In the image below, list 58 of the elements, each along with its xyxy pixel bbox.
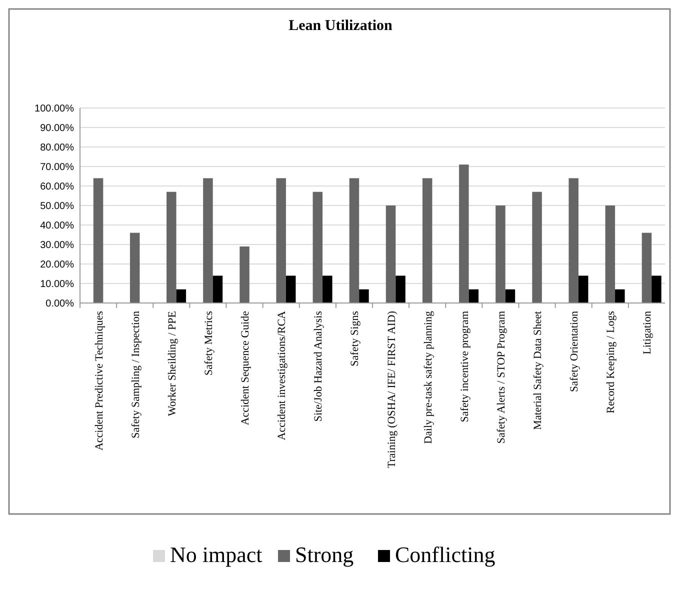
legend-label: Strong: [295, 542, 354, 567]
bar: [286, 276, 296, 303]
y-tick-label: 90.00%: [40, 123, 74, 134]
bar: [322, 276, 332, 303]
bar: [568, 178, 578, 303]
chart-title: Lean Utilization: [288, 18, 394, 34]
bar: [359, 289, 369, 303]
bar: [130, 232, 140, 303]
y-tick-label: 10.00%: [40, 279, 74, 290]
y-tick-label: 40.00%: [40, 220, 74, 232]
x-tick-label: Record Keeping / Logs: [605, 311, 618, 414]
bar: [212, 276, 223, 303]
y-tick-label: 80.00%: [40, 142, 74, 154]
y-tick-label: 60.00%: [40, 182, 74, 192]
bar: [605, 206, 616, 303]
x-tick-label: Safety Sampling / Inspection: [130, 310, 142, 438]
x-tick-label: Safety Signs: [349, 311, 362, 366]
legend-label: Conflicting: [395, 542, 496, 567]
bar: [276, 178, 286, 303]
x-tick-label: Litigation: [642, 310, 654, 354]
bar: [176, 289, 186, 303]
bar: [203, 178, 213, 303]
x-tick-label: Material Safety Data Sheet: [532, 311, 544, 430]
bar: [496, 206, 506, 303]
x-tick-label: Daily pre-task safety planning: [422, 310, 434, 444]
bar: [578, 276, 588, 303]
y-tick-label: 50.00%: [40, 201, 74, 212]
y-tick-label: 100.00%: [34, 104, 74, 114]
bar: [532, 192, 542, 303]
x-tick-label: Worker Sheilding / PPE: [166, 310, 178, 416]
x-tick-label: Safety incentive program: [458, 310, 471, 422]
y-tick-label: 70.00%: [40, 162, 74, 173]
bar: [422, 178, 432, 303]
x-tick-label: Accident investigations/RCA: [276, 310, 288, 440]
bar: [642, 232, 652, 303]
bar: [386, 206, 396, 303]
x-tick-label: Training (OSHA/ IFE/ FIRST AID): [386, 310, 398, 468]
bar: [615, 289, 625, 303]
bar: [93, 178, 104, 303]
bar: [459, 164, 469, 303]
bar: [652, 276, 662, 303]
bar: [468, 289, 479, 303]
bar: [349, 178, 360, 303]
x-tick-label: Accident Predictive Techniques: [93, 311, 106, 451]
x-tick-label: Safety Alerts / STOP Program: [495, 310, 508, 444]
legend-label: No impact: [170, 542, 262, 567]
x-tick-label: Safety Metrics: [202, 311, 215, 376]
y-tick-label: 30.00%: [40, 240, 74, 251]
x-tick-label: Site/Job Hazard Analysis: [312, 311, 325, 422]
bar: [396, 276, 406, 303]
x-tick-label: Accident Sequence Guide: [240, 310, 252, 426]
y-tick-label: 20.00%: [40, 260, 74, 270]
bar: [505, 289, 516, 303]
bar: [312, 192, 323, 303]
bar: [166, 192, 176, 303]
y-tick-label: 0.00%: [46, 298, 74, 310]
bar: [240, 246, 250, 303]
x-tick-label: Safety Orientation: [568, 310, 581, 392]
